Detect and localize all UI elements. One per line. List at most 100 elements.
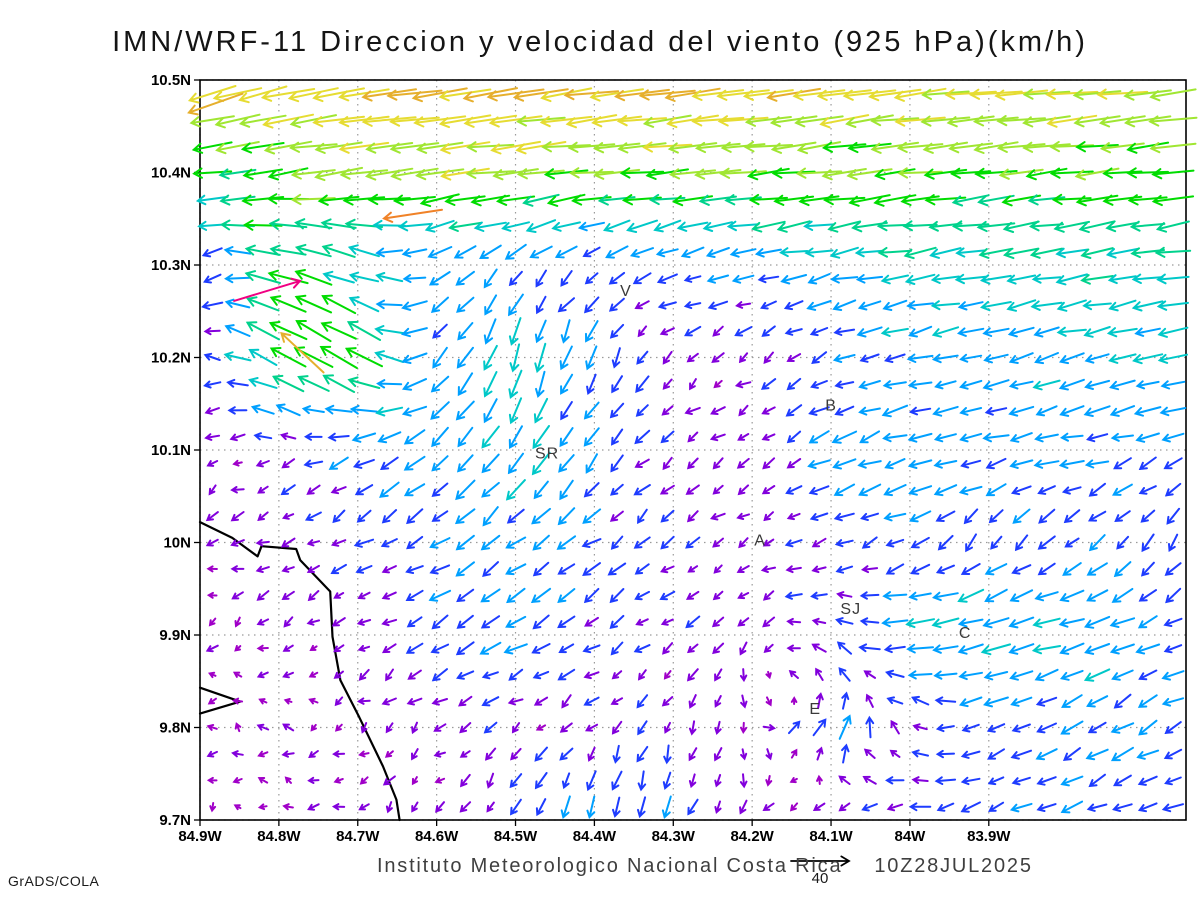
wind-arrow: [636, 350, 649, 365]
wind-arrow: [660, 565, 675, 574]
wind-arrow: [857, 300, 882, 311]
wind-arrow: [448, 221, 482, 232]
wind-arrow: [765, 748, 773, 761]
wind-arrow: [415, 168, 465, 181]
wind-arrow: [540, 87, 593, 103]
wind-arrow: [267, 167, 309, 181]
wind-arrow: [516, 168, 565, 180]
wind-arrow: [483, 344, 498, 371]
wind-arrow: [1009, 432, 1033, 443]
wind-arrow: [535, 370, 546, 398]
wind-arrow: [932, 405, 959, 417]
wind-arrow: [833, 327, 856, 336]
wind-arrow: [884, 353, 906, 363]
wind-arrow: [616, 115, 668, 127]
wind-arrow: [739, 799, 748, 815]
wind-arrow: [685, 615, 701, 629]
wind-arrow: [729, 248, 757, 258]
wind-arrow: [634, 429, 651, 445]
wind-arrow: [356, 618, 372, 626]
wind-arrow: [908, 485, 933, 496]
wind-arrow: [744, 115, 792, 127]
wind-arrow: [1131, 273, 1164, 284]
wind-arrow: [486, 772, 495, 789]
wind-arrow: [931, 353, 959, 364]
wind-arrow: [1009, 589, 1034, 603]
wind-arrow: [983, 696, 1009, 708]
wind-arrow: [206, 750, 218, 758]
wind-arrow: [481, 425, 500, 449]
wind-arrow: [403, 483, 426, 497]
wind-arrow: [331, 617, 346, 627]
wind-arrow: [1133, 406, 1162, 417]
wind-arrow: [634, 563, 650, 575]
wind-arrow: [688, 694, 697, 709]
wind-arrow: [809, 512, 829, 521]
wind-arrow: [642, 114, 692, 128]
wind-arrow: [455, 400, 475, 421]
wind-arrow: [384, 750, 394, 758]
wind-arrow: [338, 141, 390, 154]
wind-arrow: [611, 347, 621, 369]
y-tick-label: 10.2N: [151, 350, 191, 367]
wind-arrow: [896, 141, 944, 153]
wind-arrow: [761, 485, 776, 495]
wind-arrow: [959, 379, 983, 390]
wind-arrow: [359, 776, 369, 785]
wind-arrow: [505, 563, 527, 576]
wind-arrow: [319, 345, 358, 369]
wind-arrow: [483, 318, 497, 345]
wind-arrow: [535, 798, 547, 817]
wind-arrow: [786, 430, 802, 444]
wind-arrow: [786, 617, 802, 626]
wind-arrow: [1110, 746, 1134, 762]
wind-arrow: [709, 512, 726, 521]
wind-arrow: [608, 297, 625, 312]
wind-arrow: [244, 244, 281, 256]
wind-arrow: [509, 343, 521, 373]
wind-arrow: [551, 221, 581, 232]
wind-arrow: [456, 614, 474, 629]
wind-arrow: [231, 591, 244, 600]
wind-arrow: [255, 538, 270, 547]
wind-arrow: [985, 457, 1007, 470]
wind-arrow: [294, 218, 333, 230]
wind-arrow: [585, 723, 599, 732]
wind-arrow: [303, 459, 324, 468]
wind-arrow: [882, 591, 908, 601]
wind-arrow: [1002, 247, 1040, 260]
wind-arrow: [483, 268, 498, 289]
wind-arrow: [713, 564, 723, 574]
wind-arrow: [637, 796, 647, 819]
wind-arrow: [1034, 668, 1059, 682]
wind-arrow: [581, 538, 602, 548]
wind-arrow: [309, 644, 318, 652]
wind-arrow: [381, 591, 397, 600]
wind-arrow: [248, 348, 278, 366]
wind-arrow: [779, 247, 809, 258]
wind-arrow: [763, 643, 774, 654]
wind-arrow: [786, 377, 802, 391]
wind-arrow: [1058, 352, 1085, 365]
wind-arrow: [347, 376, 381, 389]
wind-arrow: [433, 723, 447, 732]
wind-arrow: [612, 796, 621, 818]
wind-arrow: [633, 536, 651, 549]
wind-arrow: [433, 750, 446, 758]
wind-arrow: [798, 194, 840, 207]
wind-arrow: [1151, 168, 1195, 180]
wind-arrow: [834, 405, 855, 416]
wind-arrow: [846, 168, 893, 181]
wind-arrow: [234, 616, 242, 628]
wind-arrow: [931, 591, 959, 602]
wind-arrow: [356, 509, 372, 523]
wind-arrow: [1060, 800, 1084, 814]
wind-arrow: [333, 644, 345, 653]
wind-arrow: [634, 300, 650, 310]
wind-arrow: [1033, 326, 1060, 338]
wind-arrow: [232, 459, 243, 467]
wind-arrow: [611, 720, 623, 735]
wind-arrow: [592, 142, 641, 154]
wind-arrow: [636, 745, 649, 763]
wind-arrow: [253, 432, 273, 441]
